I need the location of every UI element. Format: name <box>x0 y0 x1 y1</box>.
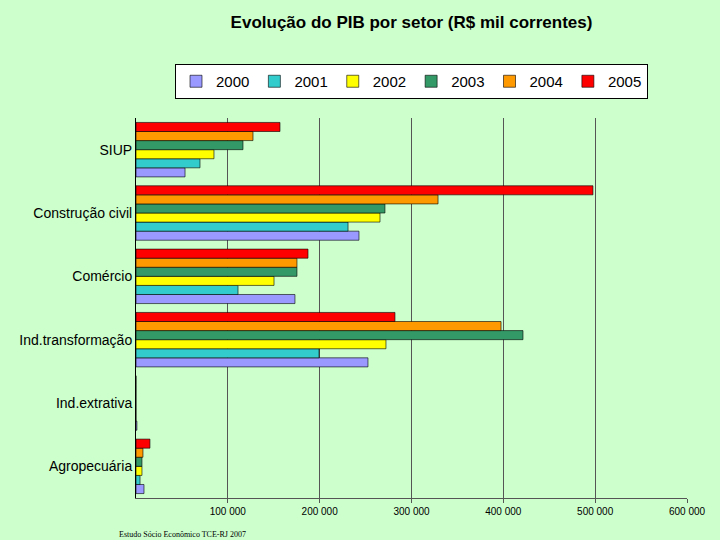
svg-text:400 000: 400 000 <box>485 506 522 517</box>
svg-text:Construção civil: Construção civil <box>33 205 132 221</box>
svg-text:100 000: 100 000 <box>210 506 247 517</box>
svg-text:2001: 2001 <box>294 73 327 90</box>
svg-text:2000: 2000 <box>216 73 249 90</box>
svg-text:Evolução do PIB por setor (R$: Evolução do PIB por setor (R$ mil corren… <box>231 13 593 32</box>
svg-text:2003: 2003 <box>451 73 484 90</box>
svg-text:Ind.extrativa: Ind.extrativa <box>56 395 132 411</box>
svg-text:2004: 2004 <box>530 73 563 90</box>
svg-text:Estudo Sócio Econômico TCE-RJ: Estudo Sócio Econômico TCE-RJ 2007 <box>119 530 246 539</box>
svg-text:2005: 2005 <box>608 73 641 90</box>
svg-text:300 000: 300 000 <box>393 506 430 517</box>
svg-text:600 000: 600 000 <box>669 506 706 517</box>
svg-text:Ind.transformação: Ind.transformação <box>19 332 132 348</box>
svg-text:500 000: 500 000 <box>577 506 614 517</box>
svg-text:SIUP: SIUP <box>100 142 133 158</box>
svg-text:Comércio: Comércio <box>72 268 132 284</box>
svg-text:Agropecuária: Agropecuária <box>49 458 132 474</box>
svg-text:2002: 2002 <box>373 73 406 90</box>
svg-text:200 000: 200 000 <box>302 506 339 517</box>
